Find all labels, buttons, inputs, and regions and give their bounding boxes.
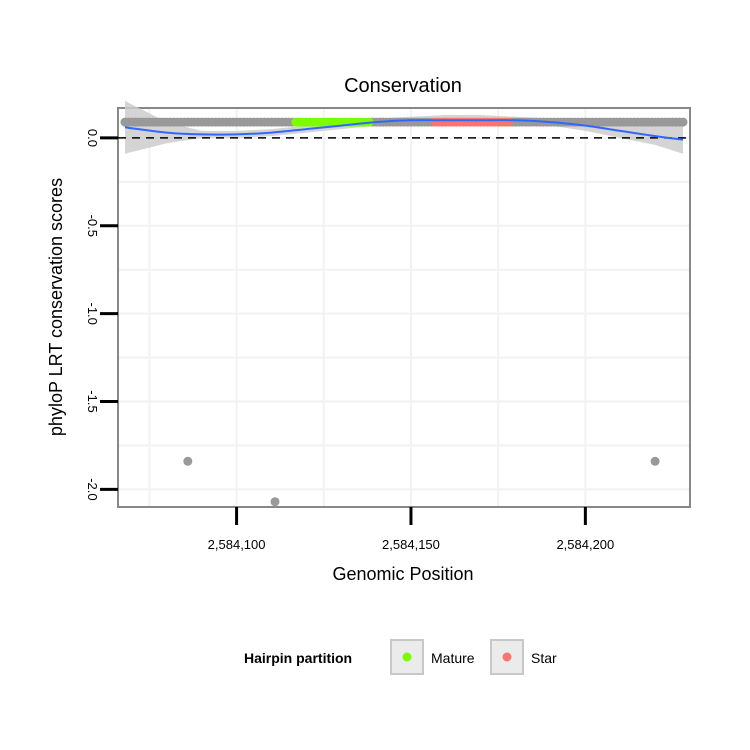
chart-title: Conservation — [344, 75, 462, 97]
legend: Hairpin partition Mature Star — [244, 639, 557, 675]
x-tick-label: 2,584,200 — [556, 537, 614, 552]
y-tick-label: 0.0 — [85, 129, 100, 147]
y-axis-title: phyloP LRT conservation scores — [46, 178, 66, 436]
x-tick-label: 2,584,150 — [382, 537, 440, 552]
y-tick-label: -1.0 — [85, 302, 100, 324]
confidence-band — [125, 101, 683, 154]
legend-title: Hairpin partition — [244, 650, 352, 666]
data-point-star — [504, 117, 514, 127]
legend-dot-mature — [402, 652, 412, 662]
x-tick-label: 2,584,100 — [208, 537, 266, 552]
legend-label-mature: Mature — [431, 650, 475, 666]
legend-dot-star — [502, 652, 512, 662]
plot-panel — [117, 107, 691, 508]
smooth-ci-band — [125, 101, 683, 154]
y-tick-label: -0.5 — [85, 215, 100, 237]
y-axis-ticks: 0.0 -0.5 -1.0 -1.5 -2.0 — [85, 129, 118, 501]
smooth-curve — [124, 119, 684, 141]
outlier-point — [270, 497, 280, 507]
y-tick-label: -1.5 — [85, 390, 100, 412]
smooth-line — [124, 119, 684, 141]
outlier-point — [183, 456, 193, 466]
grid-lines — [119, 109, 689, 506]
x-axis-ticks: 2,584,100 2,584,150 2,584,200 — [208, 507, 614, 552]
data-point-other — [678, 117, 688, 127]
legend-label-star: Star — [531, 650, 557, 666]
x-axis-title: Genomic Position — [332, 564, 473, 584]
y-tick-label: -2.0 — [85, 478, 100, 500]
outlier-point — [650, 456, 660, 466]
